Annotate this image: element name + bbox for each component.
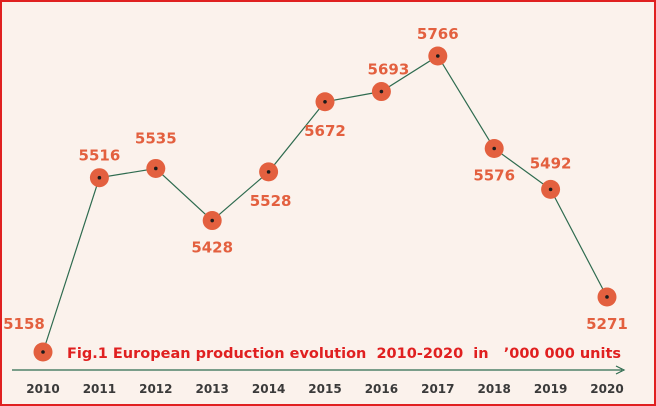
x-tick-2012: 2012: [139, 382, 172, 396]
x-tick-2017: 2017: [421, 382, 454, 396]
data-point-dot-2010: [41, 350, 45, 354]
data-label-2012: 5535: [135, 129, 177, 147]
data-label-2019: 5492: [530, 154, 572, 172]
data-label-2018: 5576: [473, 167, 515, 185]
data-point-dot-2011: [97, 175, 102, 180]
x-tick-2010: 2010: [26, 382, 59, 396]
data-point-dot-2014: [266, 170, 271, 174]
data-label-2015: 5672: [304, 122, 346, 140]
data-label-2020: 5271: [586, 315, 628, 333]
data-label-2013: 5428: [191, 239, 233, 257]
x-tick-2013: 2013: [195, 382, 228, 396]
data-point-dot-2019: [548, 187, 553, 192]
x-tick-2016: 2016: [365, 382, 398, 396]
x-tick-2011: 2011: [83, 382, 116, 396]
x-tick-2020: 2020: [590, 382, 623, 396]
data-point-dot-2012: [154, 166, 158, 171]
x-tick-2014: 2014: [252, 382, 285, 396]
data-label-2010: 5158: [3, 315, 45, 333]
chart-caption: Fig.1 European production evolution 2010…: [67, 346, 621, 362]
data-point-dot-2015: [323, 99, 327, 104]
data-label-2016: 5693: [368, 61, 410, 79]
data-point-dot-2016: [379, 89, 384, 94]
x-axis-arrow: [615, 365, 626, 375]
x-tick-2018: 2018: [477, 382, 510, 396]
data-point-dot-2013: [210, 218, 214, 223]
x-tick-2019: 2019: [534, 382, 567, 396]
data-point-dot-2017: [436, 54, 440, 58]
data-label-2017: 5766: [417, 25, 459, 43]
x-tick-2015: 2015: [308, 382, 341, 396]
data-point-dot-2020: [605, 295, 609, 299]
data-point-dot-2018: [492, 146, 497, 151]
data-label-2011: 5516: [79, 147, 121, 165]
data-label-2014: 5528: [250, 192, 292, 210]
